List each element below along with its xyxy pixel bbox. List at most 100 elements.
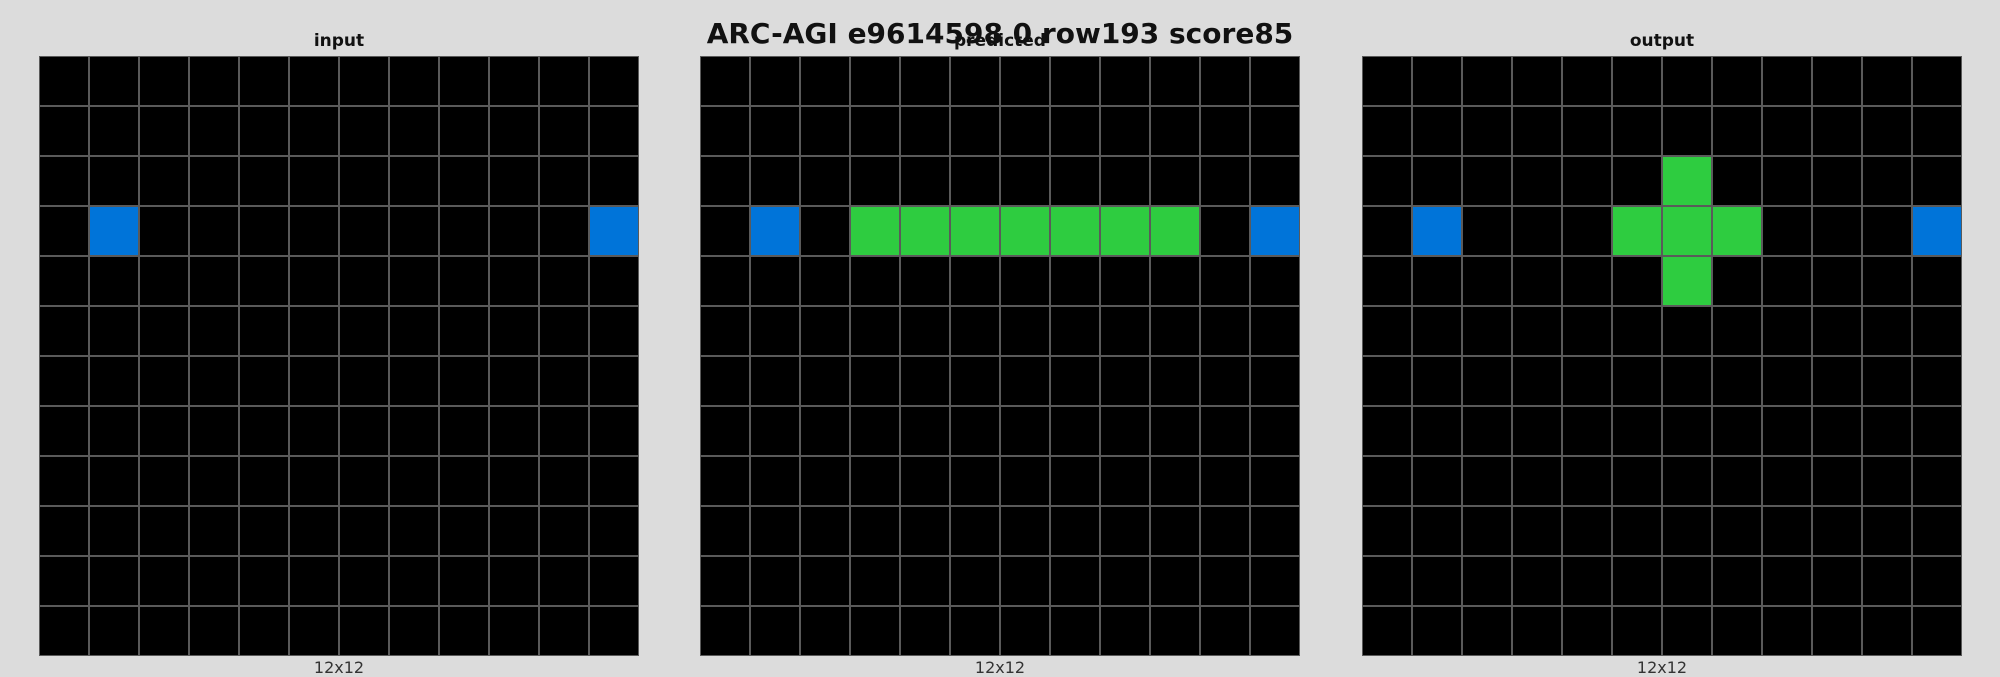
grid-cell xyxy=(750,606,800,656)
grid-cell xyxy=(1562,156,1612,206)
grid-cell xyxy=(1462,506,1512,556)
grid-cell xyxy=(950,606,1000,656)
grid-cell xyxy=(289,406,339,456)
grid-cell xyxy=(1000,306,1050,356)
grid-cell xyxy=(700,456,750,506)
grid-cell xyxy=(1812,606,1862,656)
grid-cell xyxy=(1200,606,1250,656)
grid-cell xyxy=(439,356,489,406)
grid-cell xyxy=(750,506,800,556)
grid-cell xyxy=(1462,606,1512,656)
grid-cell xyxy=(1912,556,1962,606)
grid-cell xyxy=(1562,556,1612,606)
grid-cell xyxy=(1612,156,1662,206)
panel-label: input xyxy=(313,31,365,51)
grid-cell xyxy=(1612,56,1662,106)
grid-cell xyxy=(900,256,950,306)
grid-cell xyxy=(1250,106,1300,156)
grid-cell xyxy=(1712,456,1762,506)
grid-cell xyxy=(1812,206,1862,256)
grid-cell xyxy=(1362,256,1412,306)
grid-cell xyxy=(289,356,339,406)
grid-cell xyxy=(1812,356,1862,406)
grid-cell xyxy=(89,506,139,556)
grid-cell xyxy=(900,456,950,506)
grid-cell xyxy=(189,506,239,556)
grid-cell xyxy=(439,556,489,606)
grid-cell xyxy=(1150,506,1200,556)
grid-cell xyxy=(800,306,850,356)
grid-cell xyxy=(950,556,1000,606)
grid-cell xyxy=(389,606,439,656)
grid-cell xyxy=(539,456,589,506)
grid-cell xyxy=(1762,606,1812,656)
grid-cell xyxy=(289,556,339,606)
grid-cell xyxy=(339,156,389,206)
grid-cell xyxy=(39,556,89,606)
grid-cell xyxy=(1100,156,1150,206)
grid-cell xyxy=(1662,606,1712,656)
grid-cell xyxy=(1000,156,1050,206)
grid-cell xyxy=(1612,456,1662,506)
grid-cell xyxy=(700,256,750,306)
grid-cell xyxy=(1812,256,1862,306)
grid-cell xyxy=(289,456,339,506)
grid-cell xyxy=(189,306,239,356)
grid-cell xyxy=(750,356,800,406)
grid-cell xyxy=(589,306,639,356)
grid-cell xyxy=(389,56,439,106)
grid-cell xyxy=(1100,56,1150,106)
grid-cell xyxy=(539,506,589,556)
grid-cell xyxy=(1912,306,1962,356)
grid-cell xyxy=(489,306,539,356)
grid-cell xyxy=(189,456,239,506)
grid-cell xyxy=(89,306,139,356)
grid-cell xyxy=(139,356,189,406)
grid-cell xyxy=(1462,306,1512,356)
grid-cell xyxy=(1512,306,1562,356)
grid-cell xyxy=(489,256,539,306)
grid-cell xyxy=(389,306,439,356)
grid-cell xyxy=(700,606,750,656)
grid-cell xyxy=(289,156,339,206)
grid-cell xyxy=(850,256,900,306)
grid-cell xyxy=(1100,206,1150,256)
grid-cell xyxy=(139,256,189,306)
grid-cell xyxy=(1150,56,1200,106)
grid-cell xyxy=(1200,556,1250,606)
grid-cell xyxy=(539,106,589,156)
grid-cell xyxy=(239,306,289,356)
grid-cell xyxy=(339,456,389,506)
grid-cell xyxy=(539,606,589,656)
grid-cell xyxy=(1762,556,1812,606)
grid-cell xyxy=(389,506,439,556)
grid-cell xyxy=(139,56,189,106)
grid-cell xyxy=(800,156,850,206)
grid-cell xyxy=(1812,106,1862,156)
grid-cell xyxy=(800,506,850,556)
grid-cell xyxy=(1050,456,1100,506)
grid-cell xyxy=(950,106,1000,156)
grid-cell xyxy=(750,406,800,456)
grid-cell xyxy=(1762,306,1812,356)
grid-cell xyxy=(1662,506,1712,556)
grid-cell xyxy=(950,206,1000,256)
grid-cell xyxy=(1662,406,1712,456)
grid-cell xyxy=(1862,456,1912,506)
grid-cell xyxy=(750,156,800,206)
grid-cell xyxy=(1200,406,1250,456)
grid-cell xyxy=(289,306,339,356)
grid-cell xyxy=(1762,506,1812,556)
grid-cell xyxy=(1200,106,1250,156)
grid-cell xyxy=(439,406,489,456)
grid-cell xyxy=(750,456,800,506)
grid-cell xyxy=(1100,106,1150,156)
grid-cell xyxy=(1612,356,1662,406)
grid-cell xyxy=(1050,356,1100,406)
grid-cell xyxy=(1862,206,1912,256)
grid-cell xyxy=(900,306,950,356)
grid-cell xyxy=(589,206,639,256)
grid-cell xyxy=(1462,456,1512,506)
grid-cell xyxy=(700,506,750,556)
grid-cell xyxy=(1412,356,1462,406)
